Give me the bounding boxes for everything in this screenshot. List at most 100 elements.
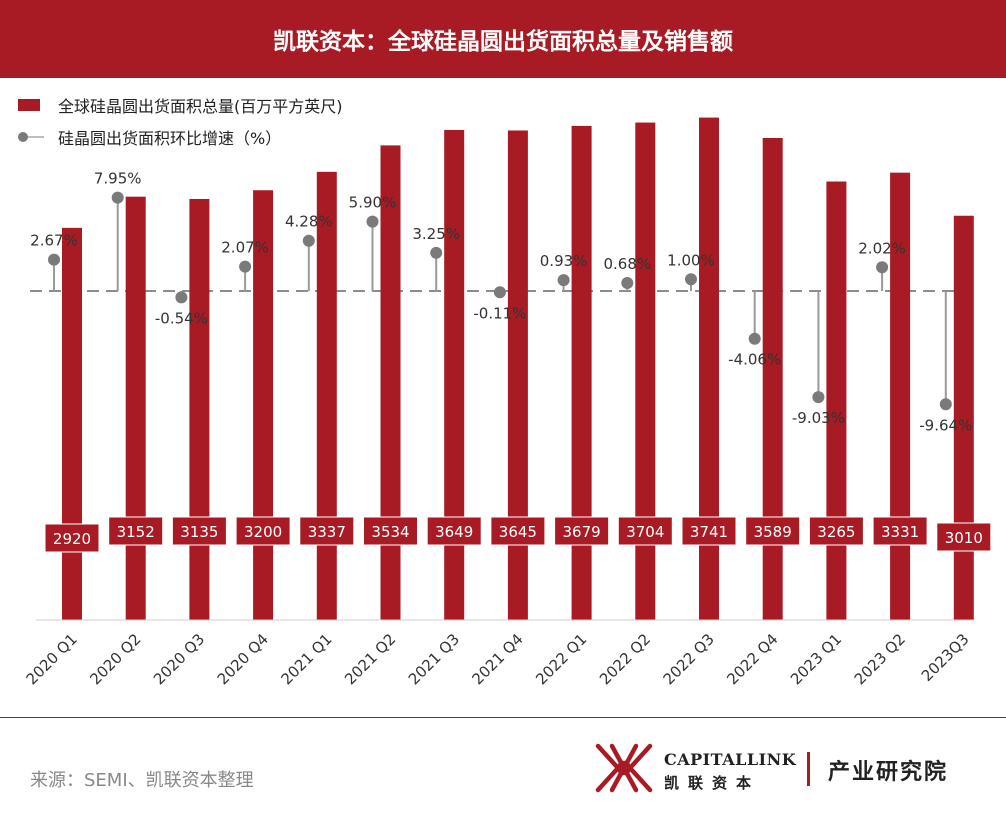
growth-point (239, 260, 252, 273)
category-tick-label: 2021 Q2 (341, 630, 399, 688)
bar-value-label: 3741 (681, 516, 737, 546)
growth-point (111, 191, 124, 204)
svg-text:3135: 3135 (180, 523, 218, 541)
bar (253, 190, 274, 621)
bar (507, 130, 528, 620)
title-banner: 凯联资本：全球硅晶圆出货面积总量及销售额 (0, 0, 1006, 78)
legend-bar-swatch (18, 99, 40, 111)
growth-point (621, 277, 634, 290)
legend-item-bar: 全球硅晶圆出货面积总量(百万平方英尺) (18, 92, 343, 118)
capitallink-logo-icon (595, 743, 653, 793)
bar-value-label: 3152 (108, 516, 164, 546)
growth-label: 1.00% (667, 251, 715, 269)
bar (699, 117, 719, 620)
legend-item-line: 硅晶圆出货面积环比增速（%） (18, 124, 343, 150)
bar-value-label: 3589 (745, 516, 801, 546)
growth-point (175, 291, 188, 304)
source-note: 来源：SEMI、凯联资本整理 (30, 770, 254, 791)
growth-label: 3.25% (412, 225, 460, 243)
category-tick-label: 2023Q3 (918, 630, 973, 685)
growth-point (302, 234, 315, 247)
svg-text:3265: 3265 (817, 523, 855, 541)
growth-label: -4.06% (728, 351, 781, 369)
bar-value-label: 2920 (44, 523, 100, 553)
category-tick-label: 2020 Q1 (23, 630, 81, 688)
growth-label: 5.90% (349, 194, 397, 212)
growth-label: 2.02% (858, 239, 906, 257)
category-tick-label: 2022 Q3 (660, 630, 718, 688)
svg-text:3679: 3679 (563, 523, 601, 541)
svg-text:3589: 3589 (754, 523, 792, 541)
legend-line-swatch (18, 131, 44, 143)
category-tick-label: 2021 Q4 (469, 630, 527, 688)
bar (62, 227, 82, 620)
bar-value-label: 3337 (299, 516, 355, 546)
brand-block: CAPITALLINK 凯联资本 产业研究院 (592, 738, 992, 798)
brand-separator (807, 752, 810, 786)
category-tick-label: 2020 Q4 (214, 630, 272, 688)
bar-value-label: 3010 (936, 522, 992, 552)
growth-label: 2.07% (221, 239, 269, 257)
brand-name-en: CAPITALLINK (664, 750, 797, 769)
growth-label: -9.03% (792, 409, 845, 427)
bar (380, 145, 401, 621)
bar (444, 129, 465, 620)
growth-label: 2.67% (30, 232, 78, 250)
bar (953, 215, 974, 620)
bar-value-label: 3265 (808, 516, 864, 546)
growth-label: 0.93% (540, 252, 588, 270)
category-tick-label: 2022 Q4 (723, 630, 781, 688)
category-tick-label: 2022 Q2 (596, 630, 654, 688)
svg-text:3337: 3337 (308, 523, 346, 541)
growth-point (48, 253, 60, 266)
legend-bar-label: 全球硅晶圆出货面积总量(百万平方英尺) (58, 97, 343, 116)
legend-line-label: 硅晶圆出货面积环比增速（%） (58, 129, 282, 148)
growth-label: -0.54% (155, 309, 208, 327)
svg-text:3200: 3200 (244, 523, 282, 541)
svg-text:3649: 3649 (435, 523, 473, 541)
bar (762, 137, 783, 620)
svg-text:3645: 3645 (499, 523, 537, 541)
bar-value-label: 3649 (426, 516, 482, 546)
growth-label: 7.95% (94, 170, 142, 188)
bar-value-label: 3704 (617, 516, 673, 546)
bar-value-label: 3679 (554, 516, 610, 546)
category-tick-label: 2021 Q3 (405, 630, 463, 688)
brand-division: 产业研究院 (828, 759, 949, 785)
footer-divider (0, 717, 1006, 718)
category-tick-label: 2023 Q1 (787, 630, 845, 688)
bar (316, 171, 337, 621)
chart-title: 凯联资本：全球硅晶圆出货面积总量及销售额 (273, 29, 733, 55)
growth-point (557, 274, 570, 287)
growth-point (939, 398, 952, 411)
bar (890, 172, 911, 620)
category-tick-label: 2022 Q1 (532, 630, 590, 688)
growth-label: -0.11% (473, 304, 526, 322)
brand-name-cn: 凯联资本 (664, 774, 761, 792)
svg-text:3152: 3152 (117, 523, 155, 541)
growth-point (812, 391, 825, 404)
svg-text:2920: 2920 (53, 530, 91, 548)
growth-label: 4.28% (285, 213, 333, 231)
bar-value-label: 3200 (235, 516, 291, 546)
growth-label: 0.68% (603, 255, 651, 273)
chart-canvas: 2920 2.67% 2020 Q1 3152 7.95% 2020 Q2 3135 -0.5… (23, 117, 992, 688)
svg-text:3010: 3010 (945, 529, 983, 547)
category-tick-label: 2020 Q2 (86, 630, 144, 688)
growth-point (493, 286, 506, 299)
bar (826, 181, 847, 620)
growth-point (430, 246, 443, 259)
bar-value-label: 3534 (363, 516, 418, 546)
category-tick-label: 2023 Q2 (851, 630, 909, 688)
bar-value-label: 3135 (171, 516, 227, 546)
svg-text:3331: 3331 (881, 523, 919, 541)
growth-label: -9.64% (919, 416, 972, 434)
svg-text:3704: 3704 (626, 523, 664, 541)
growth-point (876, 261, 889, 274)
bar (635, 122, 656, 621)
bar-value-label: 3331 (872, 516, 928, 546)
bar (571, 125, 592, 620)
category-tick-label: 2021 Q1 (277, 630, 335, 688)
bar (189, 198, 210, 621)
category-tick-label: 2020 Q3 (150, 630, 208, 688)
